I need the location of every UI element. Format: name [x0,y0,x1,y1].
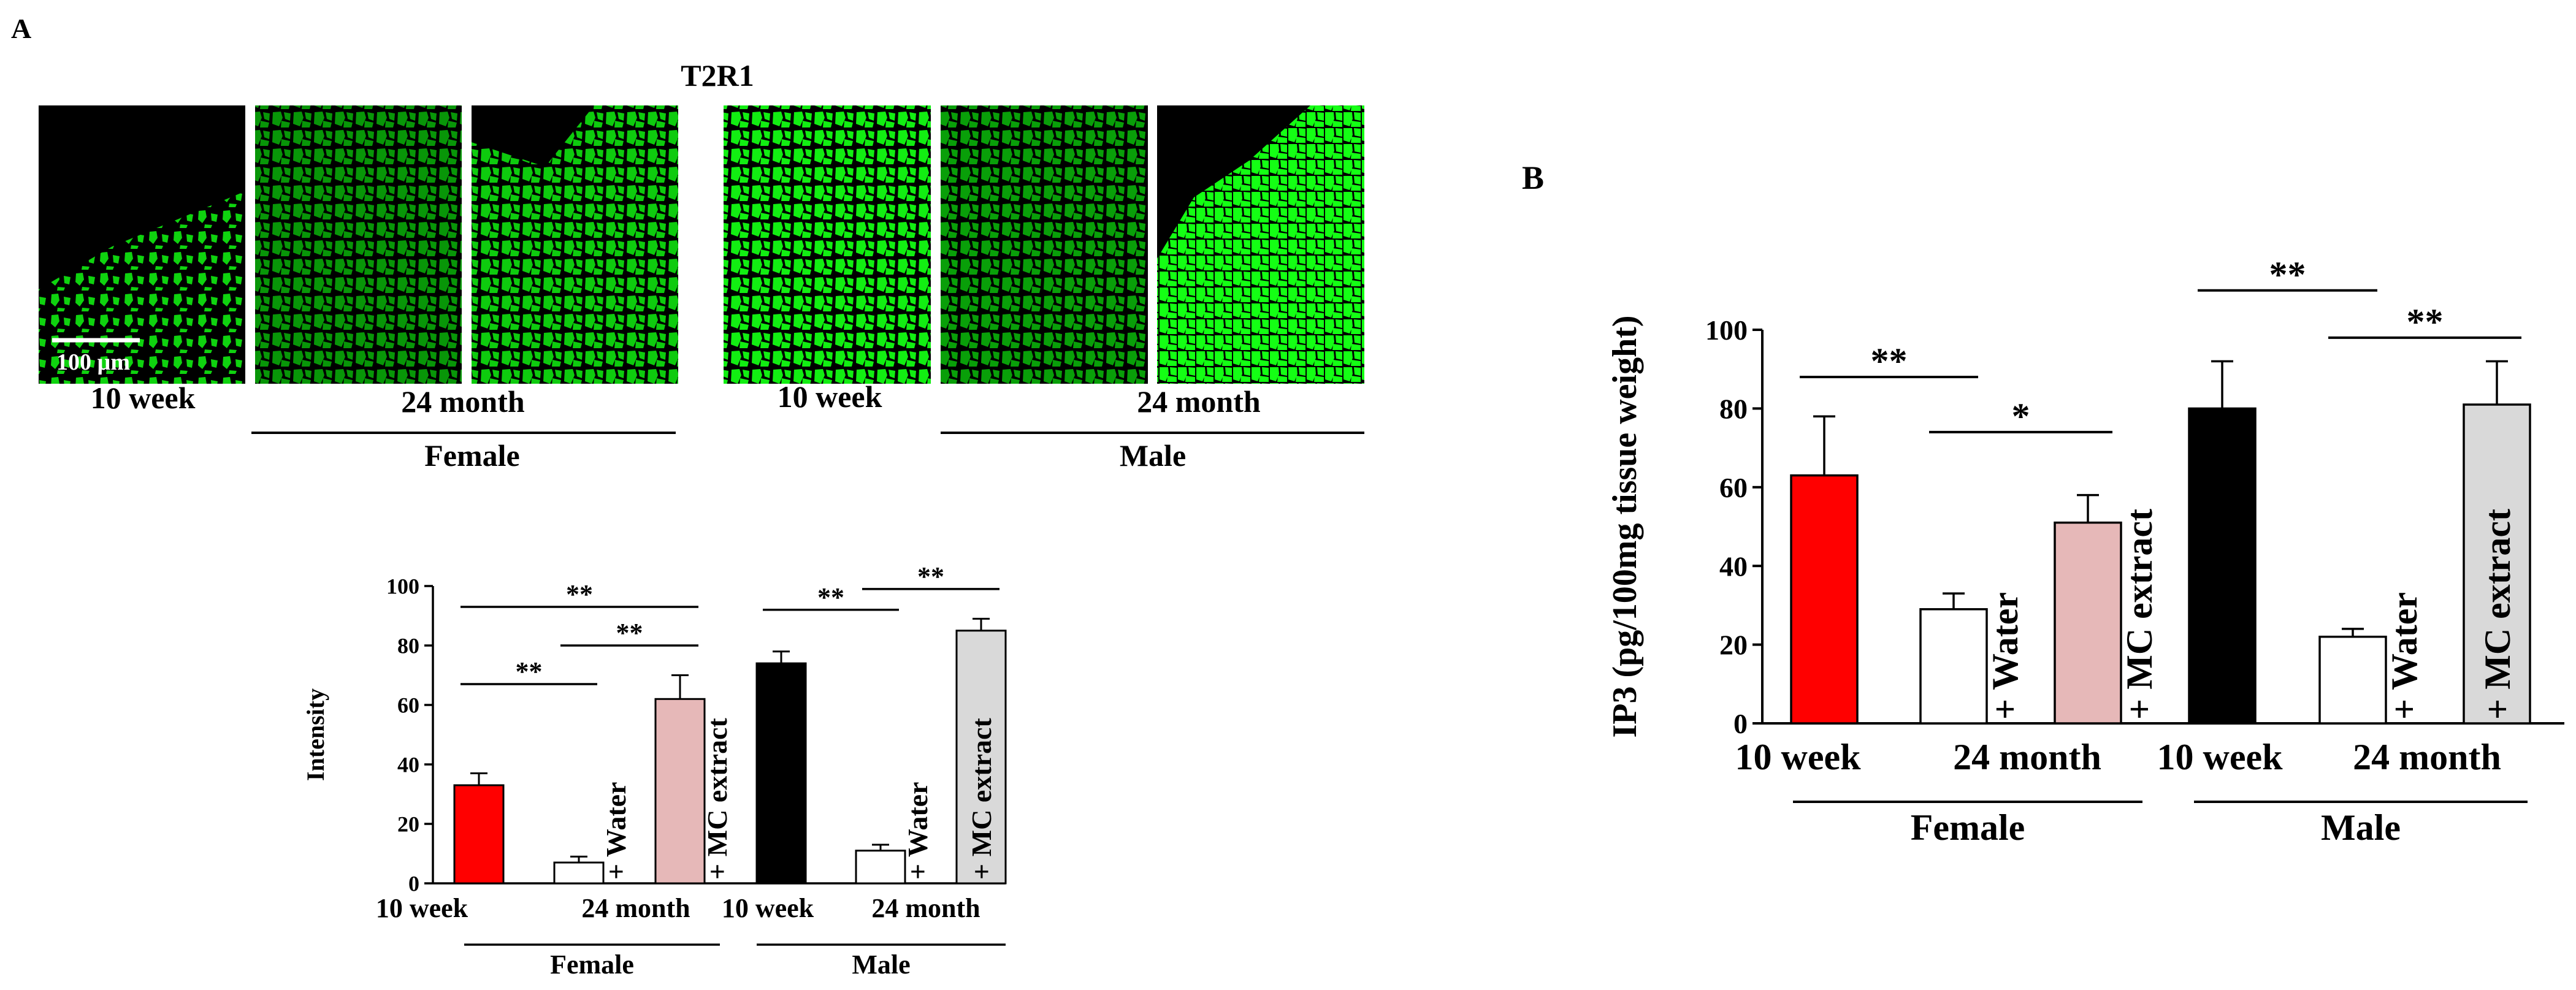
chart-a-group-label: Male [852,950,910,980]
micrograph-void [472,105,594,167]
chart-a-x-label-10-week: 10 week [722,893,814,923]
chart-a-significance-mark: ** [917,562,944,592]
chart-b-x-label-10-week: 10 week [1735,737,1862,777]
chart-b-bar [2463,403,2531,725]
micrograph [941,105,1148,384]
chart-a-bar [453,784,505,885]
chart-b-x-label-24-month: 24 month [2353,737,2501,777]
chart-a: 0 20 40 60 80 100 Intensity + Water + MC extract… [302,562,1007,980]
micrograph-tint [255,105,462,384]
chart-b-bar-label: + MC extract [2477,509,2518,720]
chart-b-y-tick-label: 100 [1705,314,1748,346]
chart-a-significance-mark: ** [817,582,844,612]
chart-a-significance-mark: ** [566,579,593,609]
micrograph-tint [941,105,1148,384]
chart-b-y-tick-label: 80 [1719,394,1748,425]
chart-b-bar-label: + MC extract [2119,509,2160,720]
chart-a-y-tick-label: 0 [408,872,419,896]
panel-a-title: T2R1 [681,58,754,93]
chart-a-bar-label: + Water [902,782,933,880]
chart-b: 0 20 40 60 80 100 IP3 (pg/100mg tissue weight)… [1606,254,2564,848]
chart-b-significance-mark: * [2012,396,2030,436]
micrograph [472,105,678,384]
chart-a-bar [855,850,906,885]
image-group-male: Male [1120,438,1186,473]
image-group-female: Female [424,438,519,473]
chart-b-y-label: IP3 (pg/100mg tissue weight) [1606,315,1644,737]
chart-a-y-tick-label: 60 [397,693,419,718]
panel-b-label: B [1522,159,1544,196]
chart-a-bar-label: + Water [600,782,632,880]
chart-b-significance-mark: ** [2407,302,2444,342]
chart-a-bar [553,861,605,885]
chart-b-bar [2054,521,2122,725]
chart-b-bar [2318,636,2387,725]
chart-b-group-label: Female [1911,807,2025,848]
chart-b-group-label: Male [2321,807,2401,848]
chart-b-bar [1919,608,1988,725]
image-label-male-10-week: 10 week [778,379,882,414]
chart-a-x-label-10-week: 10 week [376,893,468,923]
chart-a-y-tick-label: 100 [386,574,419,599]
scale-bar-label: 100 µm [56,349,130,375]
image-label-female-24-month: 24 month [401,384,525,419]
micrograph-void [1157,105,1310,259]
chart-b-y-tick-label: 40 [1719,550,1748,582]
chart-b-x-label-24-month: 24 month [1953,737,2101,777]
chart-b-bar-label: + Water [1985,592,2025,720]
chart-a-bar [755,662,807,885]
chart-b-significance-mark: ** [2269,254,2306,295]
chart-a-bar [955,630,1007,885]
chart-a-x-label-24-month: 24 month [581,893,690,923]
chart-a-group-label: Female [550,950,634,980]
micrograph-tint [724,105,931,384]
panel-a-label: A [11,13,31,44]
micrograph [1157,105,1364,384]
image-label-male-24-month: 24 month [1137,384,1261,419]
chart-a-y-tick-label: 40 [397,753,419,777]
micrograph [255,105,462,384]
chart-a-significance-mark: ** [516,657,543,687]
chart-b-bar [1790,474,1859,725]
chart-a-x-label-24-month: 24 month [871,893,980,923]
micrograph-void [39,105,245,289]
micrograph [39,105,245,384]
chart-b-bar-label: + Water [2384,592,2425,720]
chart-a-y-tick-label: 80 [397,634,419,658]
chart-a-significance-mark: ** [616,618,643,648]
image-label-female-10-week: 10 week [91,381,196,415]
chart-b-y-tick-label: 60 [1719,472,1748,503]
micrograph-row [39,105,1364,384]
chart-b-bar [2188,407,2257,725]
chart-b-x-label-10-week: 10 week [2157,737,2284,777]
chart-b-y-tick-label: 20 [1719,630,1748,661]
chart-a-y-label: Intensity [302,688,329,781]
chart-a-bar [654,698,706,885]
chart-a-y-tick-label: 20 [397,812,419,837]
chart-a-bar-label: + MC extract [966,718,997,880]
micrograph [724,105,931,384]
chart-b-significance-mark: ** [1871,341,1908,381]
chart-b-y-tick-label: 0 [1733,708,1748,739]
chart-a-bar-label: + MC extract [701,718,733,880]
